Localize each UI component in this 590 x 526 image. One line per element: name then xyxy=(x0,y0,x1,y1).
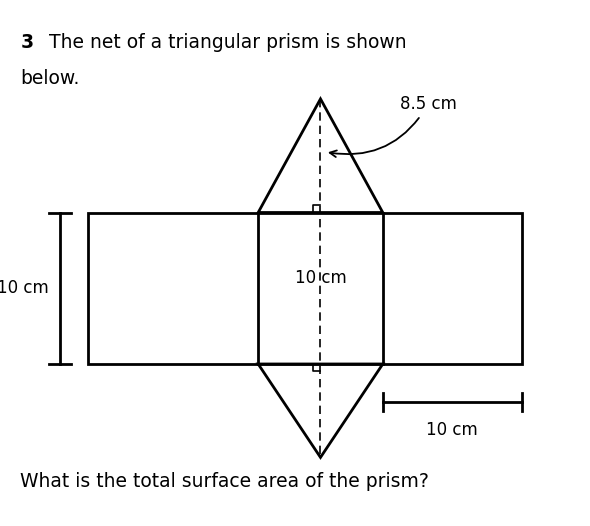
Text: What is the total surface area of the prism?: What is the total surface area of the pr… xyxy=(20,472,429,491)
Text: The net of a triangular prism is shown: The net of a triangular prism is shown xyxy=(48,33,407,52)
Text: 10 cm: 10 cm xyxy=(427,421,478,439)
Text: 3: 3 xyxy=(20,33,34,52)
Text: 10 cm: 10 cm xyxy=(0,279,49,297)
Text: 8.5 cm: 8.5 cm xyxy=(330,95,457,157)
Text: below.: below. xyxy=(20,68,80,88)
Text: 10 cm: 10 cm xyxy=(294,269,346,287)
